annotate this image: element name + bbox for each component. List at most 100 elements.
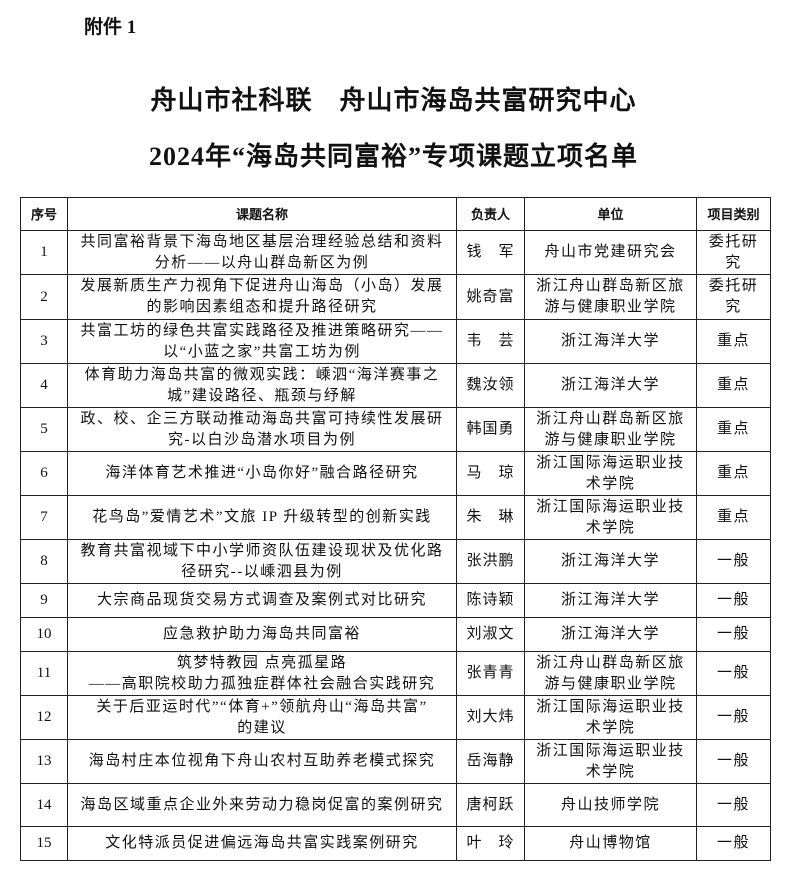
project-category: 一般	[696, 617, 771, 652]
title-line: 的建议	[237, 719, 287, 736]
title-line: 体育助力海岛共富的微观实践：嵊泗“海洋赛事之	[84, 366, 440, 383]
table-row: 14 海岛区域重点企业外来劳动力稳岗促富的案例研究 唐柯跃 舟山技师学院 一般	[20, 783, 771, 827]
unit: 浙江国际海运职业技 术学院	[524, 695, 697, 740]
unit: 浙江国际海运职业技 术学院	[524, 739, 697, 784]
unit: 舟山博物馆	[524, 826, 697, 861]
title-line: 海洋体育艺术推进“小岛你好”融合路径研究	[105, 465, 419, 481]
row-number: 9	[20, 583, 68, 618]
unit: 浙江海洋大学	[524, 583, 697, 618]
person-in-charge: 韩国勇	[456, 407, 525, 452]
person-in-charge: 马 琼	[456, 451, 525, 496]
row-number: 14	[20, 783, 68, 827]
title-line: 关于后亚运时代”“体育+”领航舟山“海岛共富”	[96, 698, 428, 715]
table-row: 6 海洋体育艺术推进“小岛你好”融合路径研究马 琼浙江国际海运职业技 术学院 重点	[20, 451, 771, 496]
person-in-charge: 魏汝领	[456, 363, 525, 408]
project-list-table: 序号 课题名称 负责人 单位 项目类别 1 共同富裕背景下海岛地区基层治理经验总结…	[20, 197, 771, 861]
row-number: 1	[20, 230, 68, 275]
unit-line: 术学院	[585, 519, 636, 536]
unit: 浙江国际海运职业技 术学院	[524, 451, 697, 496]
project-title: 体育助力海岛共富的微观实践：嵊泗“海洋赛事之 城”建设路径、瓶颈与纾解	[67, 363, 457, 408]
unit: 浙江海洋大学	[524, 363, 697, 408]
person-in-charge: 张青青	[456, 651, 525, 696]
project-category: 一般	[696, 695, 771, 740]
project-title: 发展新质生产力视角下促进舟山海岛（小岛）发展 的影响因素组态和提升路径研究	[67, 274, 457, 320]
title-line: 的影响因素组态和提升路径研究	[146, 299, 378, 315]
row-number: 8	[20, 539, 68, 584]
person-in-charge: 朱 琳	[456, 495, 525, 540]
person-in-charge: 刘淑文	[456, 617, 525, 652]
attachment-label: 附件 1	[84, 17, 137, 38]
row-number: 3	[20, 319, 68, 364]
title-line: 教育共富视域下中小学师资队伍建设现状及优化路	[80, 542, 444, 559]
unit-line: 浙江国际海运职业技	[536, 498, 685, 515]
table-row: 9 大宗商品现货交易方式调查及案例式对比研究 陈诗颖 浙江海洋大学 一般	[20, 583, 771, 618]
row-number: 11	[20, 651, 68, 696]
unit-line: 术学院	[585, 719, 636, 736]
title-line: 共富工坊的绿色共富实践路径及推进策略研究——	[80, 322, 444, 339]
project-category: 重点	[696, 363, 771, 408]
unit: 浙江舟山群岛新区旅 游与健康职业学院	[524, 407, 697, 452]
person-in-charge: 张洪鹏	[456, 539, 525, 584]
project-category: 一般	[696, 651, 771, 696]
unit-line: 术学院	[585, 475, 636, 492]
title-line: 城”建设路径、瓶颈与纾解	[167, 387, 357, 404]
project-category: 一般	[696, 583, 771, 618]
unit-line: 术学院	[585, 763, 636, 780]
unit: 浙江舟山群岛新区旅 游与健康职业学院	[524, 274, 697, 320]
unit-line: 浙江海洋大学	[560, 626, 660, 642]
project-title: 海岛区域重点企业外来劳动力稳岗促富的案例研究	[67, 783, 457, 827]
table-row: 15 文化特派员促进偏远海岛共富实践案例研究 叶 玲 舟山博物馆 一般	[20, 826, 771, 861]
unit-line: 浙江舟山群岛新区旅	[536, 278, 685, 294]
person-in-charge: 钱 军	[456, 230, 525, 275]
project-category: 重点	[696, 407, 771, 452]
unit-line: 舟山市党建研究会	[544, 244, 677, 260]
unit-line: 浙江国际海运职业技	[536, 742, 685, 759]
table-row: 2 发展新质生产力视角下促进舟山海岛（小岛）发展 的影响因素组态和提升路径研究 姚奇富…	[20, 274, 771, 320]
document-subtitle: 2024年“海岛共同富裕”专项课题立项名单	[148, 142, 638, 171]
project-title: 海洋体育艺术推进“小岛你好”融合路径研究	[67, 451, 457, 496]
person-in-charge: 韦 芸	[456, 319, 525, 364]
unit-line: 舟山技师学院	[560, 796, 660, 813]
unit: 浙江海洋大学	[524, 617, 697, 652]
project-category: 重点	[696, 451, 771, 496]
title-line: 应急救护助力海岛共同富裕	[162, 626, 361, 642]
unit-line: 浙江国际海运职业技	[536, 698, 685, 715]
table-row: 8 教育共富视域下中小学师资队伍建设现状及优化路 径研究--以嵊泗县为例 张洪鹏 浙江海…	[20, 539, 771, 584]
project-category: 一般	[696, 783, 771, 827]
unit: 浙江舟山群岛新区旅 游与健康职业学院	[524, 651, 697, 696]
header-unit: 单位	[524, 197, 697, 231]
person-in-charge: 刘大炜	[456, 695, 525, 740]
project-title: 教育共富视域下中小学师资队伍建设现状及优化路 径研究--以嵊泗县为例	[67, 539, 457, 584]
table-row: 7 花鸟岛”爱情艺术”文旅 IP 升级转型的创新实践 朱 琳浙江国际海运职业技 术学院…	[20, 495, 771, 540]
row-number: 5	[20, 407, 68, 452]
table-header-row: 序号 课题名称 负责人 单位 项目类别	[20, 197, 771, 231]
project-title: 关于后亚运时代”“体育+”领航舟山“海岛共富” 的建议	[67, 695, 457, 740]
unit-line: 浙江海洋大学	[560, 333, 660, 349]
row-number: 2	[20, 274, 68, 320]
unit-line: 浙江海洋大学	[560, 553, 660, 569]
row-number: 13	[20, 739, 68, 784]
table-row: 5 政、校、企三方联动推动海岛共富可持续性发展研 究-以白沙岛潜水项目为例 韩国勇 浙江…	[20, 407, 771, 452]
project-title: 政、校、企三方联动推动海岛共富可持续性发展研 究-以白沙岛潜水项目为例	[67, 407, 457, 452]
unit-line: 游与健康职业学院	[544, 675, 677, 692]
project-category: 委托研究	[696, 274, 771, 320]
person-in-charge: 姚奇富	[456, 274, 525, 320]
unit-line: 浙江舟山群岛新区旅	[536, 410, 685, 427]
project-title: 花鸟岛”爱情艺术”文旅 IP 升级转型的创新实践	[67, 495, 457, 540]
header-person: 负责人	[456, 197, 525, 231]
table-row: 1 共同富裕背景下海岛地区基层治理经验总结和资料 分析——以舟山群岛新区为例钱 军舟…	[20, 230, 771, 275]
unit-line: 浙江舟山群岛新区旅	[536, 654, 685, 671]
unit: 浙江国际海运职业技 术学院	[524, 495, 697, 540]
title-line: 发展新质生产力视角下促进舟山海岛（小岛）发展	[80, 278, 444, 294]
title-line: 大宗商品现货交易方式调查及案例式对比研究	[96, 592, 427, 608]
unit-line: 游与健康职业学院	[544, 299, 677, 315]
title-line: 以“小蓝之家”共富工坊为例	[163, 343, 361, 360]
person-in-charge: 陈诗颖	[456, 583, 525, 618]
unit-line: 浙江海洋大学	[560, 592, 660, 608]
project-category: 重点	[696, 319, 771, 364]
person-in-charge: 岳海静	[456, 739, 525, 784]
table-row: 10 应急救护助力海岛共同富裕 刘淑文 浙江海洋大学 一般	[20, 617, 771, 652]
title-line: 海岛村庄本位视角下舟山农村互助养老模式探究	[88, 753, 436, 769]
project-category: 一般	[696, 539, 771, 584]
person-in-charge: 唐柯跃	[456, 783, 525, 827]
